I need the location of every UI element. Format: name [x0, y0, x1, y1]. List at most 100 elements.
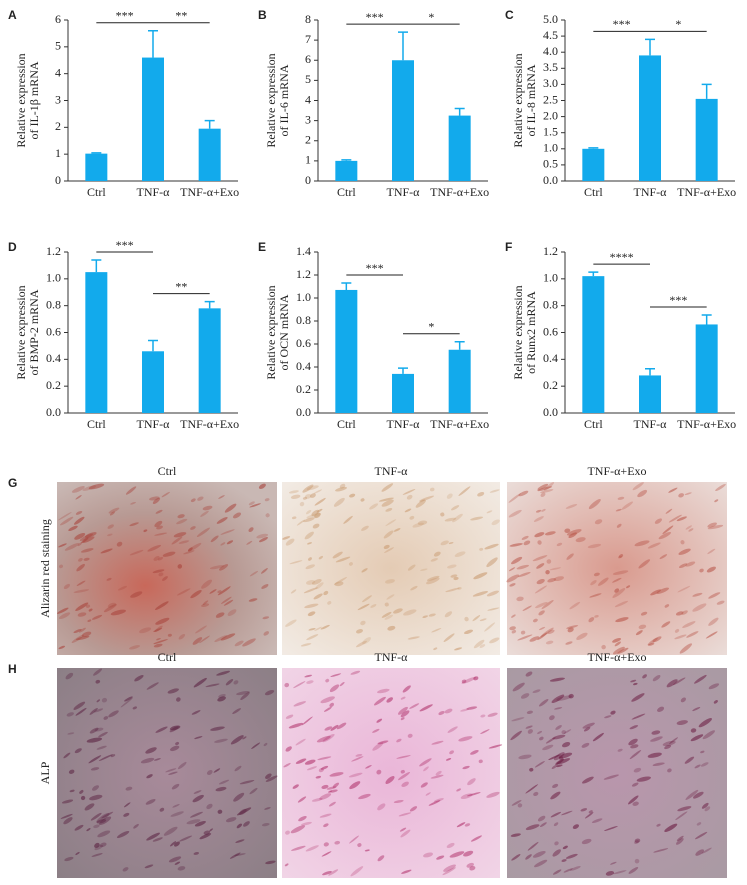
- cell: [525, 671, 533, 677]
- cell: [230, 735, 244, 745]
- cell: [677, 585, 691, 593]
- cell: [628, 795, 639, 805]
- cell: [220, 529, 235, 535]
- cell: [322, 870, 332, 876]
- cell: [260, 568, 268, 574]
- cell: [321, 851, 332, 857]
- cell: [285, 619, 297, 627]
- micrograph: [282, 482, 500, 655]
- cell: [116, 831, 130, 839]
- cell: [303, 517, 315, 523]
- cell: [152, 497, 161, 505]
- cell: [419, 758, 432, 767]
- cell: [251, 742, 261, 749]
- cell: [86, 828, 91, 832]
- bar: [582, 148, 605, 181]
- cell: [682, 621, 696, 628]
- cell: [486, 791, 500, 798]
- cell: [98, 754, 113, 761]
- cell: [566, 553, 574, 560]
- cell: [133, 823, 139, 829]
- cell: [163, 826, 178, 836]
- cell: [676, 516, 687, 522]
- cell: [177, 564, 183, 569]
- cell: [412, 522, 424, 528]
- cell: [124, 696, 133, 702]
- x-tick-label: TNF-α: [387, 185, 421, 199]
- cell: [77, 542, 83, 547]
- cell: [553, 752, 565, 761]
- cell: [443, 864, 456, 872]
- cell: [308, 557, 312, 561]
- cell: [289, 560, 303, 565]
- cell: [261, 823, 270, 827]
- cell: [525, 725, 533, 729]
- cell: [63, 817, 73, 825]
- panel-letter: F: [505, 240, 512, 254]
- cell: [225, 678, 234, 686]
- cell: [75, 635, 90, 641]
- cell: [93, 824, 100, 829]
- cell: [288, 722, 304, 729]
- significance-label: **: [175, 8, 187, 22]
- cell: [304, 603, 319, 609]
- cell: [526, 710, 533, 715]
- panel-letter: D: [8, 240, 17, 254]
- cell: [591, 818, 603, 824]
- cell: [235, 839, 245, 843]
- cell: [675, 611, 684, 616]
- cell: [433, 798, 444, 803]
- cell: [339, 681, 345, 687]
- cell: [694, 831, 708, 840]
- cell: [170, 811, 184, 817]
- cell: [535, 601, 548, 609]
- y-tick-label: 0.2: [46, 378, 61, 392]
- cell: [206, 769, 213, 775]
- cell: [232, 512, 242, 519]
- cell: [630, 679, 637, 683]
- cell: [377, 803, 386, 811]
- cell: [714, 499, 719, 503]
- cell: [302, 496, 308, 500]
- cell: [192, 637, 203, 645]
- cell: [582, 722, 595, 729]
- cell: [542, 744, 554, 751]
- cell: [463, 850, 474, 857]
- cell: [554, 707, 563, 710]
- cell: [314, 512, 321, 519]
- cell: [89, 707, 98, 715]
- cell: [381, 483, 394, 492]
- cell: [462, 765, 470, 770]
- cell: [423, 852, 434, 858]
- cell: [319, 813, 332, 818]
- cell: [304, 674, 313, 678]
- cell: [425, 792, 431, 796]
- cell: [431, 628, 442, 633]
- cell: [681, 610, 688, 615]
- cell: [543, 482, 555, 491]
- cell: [473, 572, 488, 580]
- cell: [315, 775, 322, 779]
- cell: [177, 761, 187, 770]
- cell: [486, 590, 500, 597]
- cell: [456, 788, 461, 792]
- y-tick-label: 0.0: [543, 173, 558, 187]
- y-tick-label: 0.2: [296, 382, 311, 396]
- cell: [518, 490, 529, 497]
- y-axis-label: of OCN mRNA: [277, 294, 291, 370]
- cell: [406, 494, 413, 500]
- cell: [365, 764, 372, 769]
- cell: [97, 830, 111, 838]
- error-bar: [398, 367, 408, 374]
- cell: [621, 501, 634, 510]
- cell: [85, 604, 91, 608]
- cell: [195, 625, 207, 634]
- bar: [639, 55, 661, 181]
- cell: [656, 587, 669, 594]
- y-tick-label: 4.5: [543, 28, 558, 42]
- cell: [369, 503, 379, 510]
- cell: [563, 729, 572, 734]
- cell: [328, 869, 339, 876]
- x-tick-label: Ctrl: [87, 185, 106, 199]
- cell: [590, 580, 597, 586]
